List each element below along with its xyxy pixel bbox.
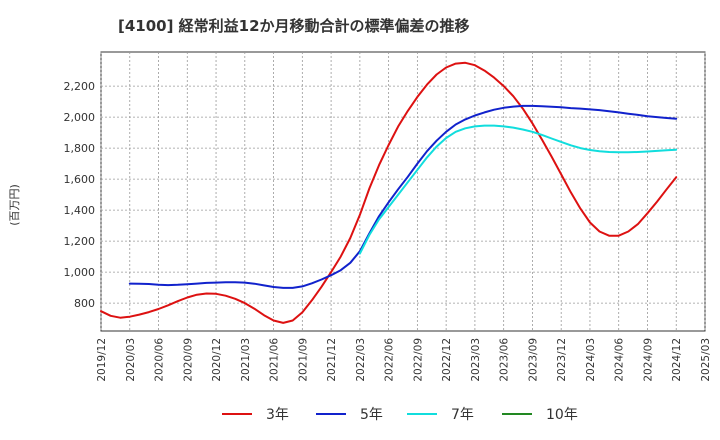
y-tick-label: 1,400 <box>64 204 96 217</box>
x-tick-label: 2022/06 <box>384 338 396 382</box>
x-tick-label: 2020/12 <box>211 338 223 382</box>
y-tick-label: 800 <box>74 297 95 310</box>
series-line-0 <box>100 61 678 324</box>
chart-title: [4100] 経常利益12か月移動合計の標準偏差の推移 <box>118 17 470 35</box>
x-tick-label: 2020/03 <box>125 338 137 382</box>
y-tick-label: 1,600 <box>64 173 96 186</box>
x-tick-label: 2023/12 <box>556 338 568 382</box>
x-tick-label: 2022/09 <box>412 338 424 382</box>
x-axis-ticks: 2019/12 2020/03 2020/06 2020/09 2020/12 2021/… <box>96 338 712 382</box>
x-tick-label: 2022/03 <box>355 338 367 382</box>
plot-frame <box>100 51 706 332</box>
x-tick-label: 2021/03 <box>240 338 252 382</box>
x-tick-label: 2023/03 <box>470 338 482 382</box>
x-tick-label: 2020/06 <box>154 338 166 382</box>
legend: 3年 5年 7年 10年 <box>222 407 578 423</box>
x-tick-label: 2024/12 <box>671 338 683 382</box>
y-tick-label: 2,000 <box>64 111 96 124</box>
x-tick-label: 2021/06 <box>269 338 281 382</box>
series-line-2 <box>358 124 678 255</box>
series-line-1 <box>128 104 678 289</box>
x-tick-label: 2020/09 <box>182 338 194 382</box>
legend-label-0: 3年 <box>266 407 289 423</box>
x-tick-label: 2025/03 <box>700 338 712 382</box>
x-tick-label: 2021/12 <box>326 338 338 382</box>
y-tick-label: 1,200 <box>64 235 96 248</box>
x-tick-label: 2023/06 <box>499 338 511 382</box>
legend-label-1: 5年 <box>360 407 383 423</box>
x-tick-label: 2024/09 <box>642 338 654 382</box>
legend-label-2: 7年 <box>451 407 474 423</box>
x-tick-label: 2022/12 <box>441 338 453 382</box>
y-tick-label: 2,200 <box>64 80 96 93</box>
x-tick-label: 2024/03 <box>585 338 597 382</box>
series-lines <box>100 61 678 324</box>
plot-area <box>100 51 706 332</box>
x-tick-label: 2024/06 <box>614 338 626 382</box>
y-tick-label: 1,000 <box>64 266 96 279</box>
y-axis-ticks: 800 1,000 1,200 1,400 1,600 1,800 2,000 2,200 <box>64 80 96 310</box>
x-tick-label: 2023/09 <box>527 338 539 382</box>
y-axis-label: (百万円) <box>8 184 21 226</box>
x-tick-label: 2019/12 <box>96 338 108 382</box>
x-tick-label: 2021/09 <box>297 338 309 382</box>
y-tick-label: 1,800 <box>64 142 96 155</box>
legend-label-3: 10年 <box>546 407 578 423</box>
